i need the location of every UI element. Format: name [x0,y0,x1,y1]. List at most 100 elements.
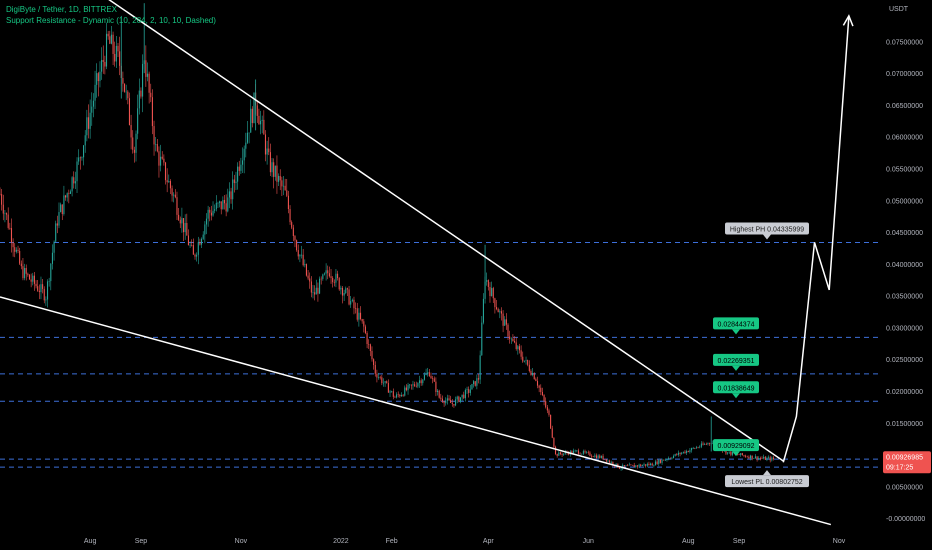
candle-body [327,270,329,274]
candle-body [404,387,406,396]
candle-body [746,456,748,458]
candle-body [632,464,634,466]
candle-body [194,254,196,257]
candle-body [115,45,117,62]
candle-body [559,452,561,454]
candle-body [504,319,506,326]
candle-body [651,463,653,466]
candle-body [600,455,602,458]
candle-body [446,398,448,401]
candle-body [355,308,357,309]
candle-body [702,443,704,445]
candle-body [274,165,276,177]
candle-body [243,148,245,161]
candle-body [669,458,671,459]
candle-body [473,381,475,385]
candle-body [309,278,311,282]
candle-body [705,444,707,445]
y-tick-label: 0.05000000 [886,198,923,205]
price-axis[interactable]: 0.07500000 0.07000000 0.06500000 0.06000000… [883,39,931,523]
candle-body [674,454,676,456]
candle-body [364,326,366,334]
candle-body [620,468,622,469]
candle-body [448,398,450,401]
candle-body [305,264,307,276]
candle-body [215,202,217,210]
candle-body [758,458,760,460]
candle-body [155,144,157,145]
candle-body [99,71,101,82]
candle-body [110,34,112,44]
indicator-legend[interactable]: Support Resistance - Dynamic (10, 284, 2… [6,16,216,25]
candle-body [548,410,550,415]
candle-body [373,359,375,365]
candle-body [178,214,180,220]
candle-body [384,381,386,383]
candle-body [451,402,453,405]
candle-body [432,378,434,379]
candle-body [520,350,522,357]
level-label: 0.01838649 [713,381,759,399]
candle-body [422,379,424,384]
candle-body [174,194,176,198]
candle-body [730,451,732,455]
candle-body [340,287,342,290]
candle-body [453,404,455,406]
candle-body [287,195,289,210]
candle-body [440,397,442,399]
candle-body [240,164,242,171]
candle-body [261,119,263,121]
candle-body [359,312,362,320]
candles [0,3,775,471]
candle-body [435,381,437,393]
candle-body [764,456,766,460]
candle-body [197,242,199,255]
candle-body [650,463,652,466]
candle-body [32,275,34,282]
candle-body [474,381,476,386]
candle-body [245,142,247,149]
candle-body [482,298,484,323]
y-tick-label: 0.06500000 [886,103,923,110]
candle-body [101,59,103,72]
candle-body [123,83,126,92]
candle-body [645,464,647,466]
candle-body [109,36,111,44]
candle-body [368,344,370,345]
candle-body [745,455,747,457]
candle-body [666,459,668,460]
candle-body [60,204,62,213]
candle-body [86,117,88,136]
candle-body [251,108,253,124]
candle-body [337,273,339,279]
candle-body [505,319,507,325]
candle-body [382,382,385,384]
candle-body [353,299,355,309]
candle-body [184,222,186,233]
candle-body [94,84,96,101]
label-box [725,475,809,488]
candle-body [199,242,201,245]
candle-body [402,394,404,396]
candle-body [681,452,683,454]
candle-body [42,284,44,289]
time-axis[interactable]: Aug Sep Nov 2022 Feb Apr Jun Aug Sep Nov [84,538,846,545]
candle-body [346,288,348,290]
candle-body [83,145,85,158]
candle-body [10,228,13,243]
candle-body [769,457,771,461]
candle-body [684,451,686,454]
candle-body [697,447,699,448]
candle-body [636,465,639,467]
candle-body [33,275,35,284]
candle-body [56,223,58,226]
candle-body [604,459,606,460]
candle-body [369,344,371,351]
candle-body [635,465,637,467]
label-text: Lowest PL 0.00802752 [731,479,802,486]
candle-body [302,254,304,266]
candle-body [443,401,445,404]
candle-body [592,456,594,458]
candle-body [461,394,463,398]
